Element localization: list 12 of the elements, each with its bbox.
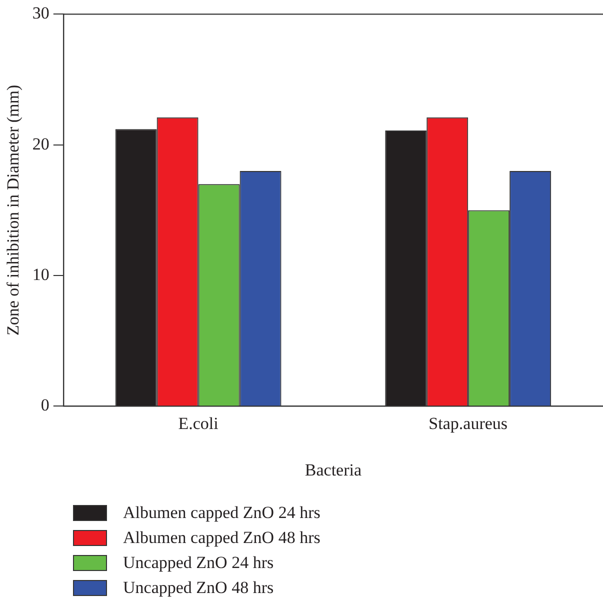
x-axis-title: Bacteria [304, 460, 362, 480]
legend-label: Uncapped ZnO 24 hrs [123, 552, 274, 572]
y-tick-label: 10 [32, 265, 50, 284]
y-tick-label: 30 [32, 4, 50, 23]
y-tick-label: 0 [40, 396, 50, 415]
legend-label: Uncapped ZnO 48 hrs [123, 578, 274, 598]
legend-label: Albumen capped ZnO 48 hrs [123, 528, 320, 548]
y-tick-label: 20 [32, 134, 50, 154]
x-tick-label: E.coli [178, 414, 219, 433]
x-tick-label: Stap.aureus [428, 414, 508, 433]
legend-label: Albumen capped ZnO 24 hrs [123, 502, 320, 522]
y-axis-title: Zone of inhibition in Diameter (mm) [4, 84, 23, 336]
